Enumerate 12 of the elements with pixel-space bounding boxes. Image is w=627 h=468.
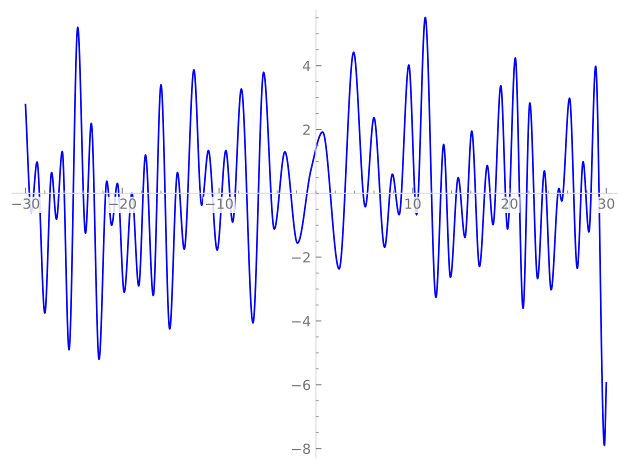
x-tick-label: −10 [206,198,233,209]
x-tick-label: 30 [598,198,614,209]
y-tick-label: −6 [292,380,310,390]
y-tick-label: 2 [303,124,310,135]
y-tick-label: 4 [302,60,310,71]
x-tick-label: −30 [12,198,40,209]
x-tick-label: −20 [109,198,136,209]
y-tick-label: −4 [292,316,310,326]
x-tick-label: 10 [405,198,421,209]
x-tick-label: 20 [502,198,518,209]
y-tick-label: −8 [292,444,310,454]
y-tick-label: −2 [292,252,310,262]
